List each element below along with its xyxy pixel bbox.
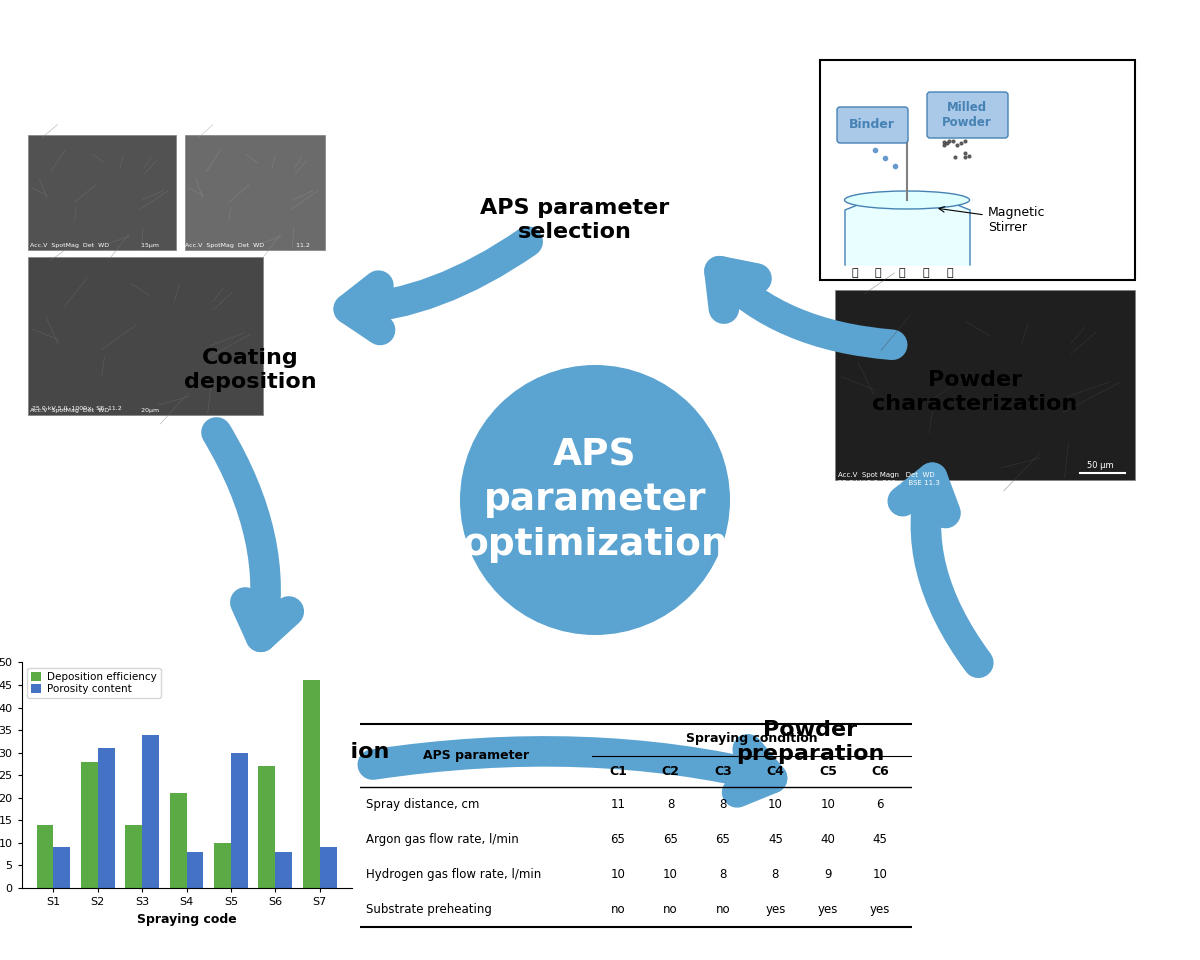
Bar bbox=[54, 848, 71, 888]
Text: Acc.V  Spot Magn   Det  WD: Acc.V Spot Magn Det WD bbox=[838, 472, 935, 478]
Text: C1: C1 bbox=[610, 765, 626, 779]
Bar bbox=[37, 825, 54, 888]
Circle shape bbox=[460, 365, 730, 635]
Text: 50 μm: 50 μm bbox=[1087, 461, 1114, 470]
Bar bbox=[169, 793, 187, 888]
Bar bbox=[125, 825, 143, 888]
Text: Substrate preheating: Substrate preheating bbox=[366, 903, 491, 916]
FancyBboxPatch shape bbox=[928, 92, 1008, 138]
X-axis label: Spraying code: Spraying code bbox=[137, 913, 236, 925]
Text: 25.0 kV 5.0  1000×  SE  11.2: 25.0 kV 5.0 1000× SE 11.2 bbox=[32, 406, 121, 411]
Text: C6: C6 bbox=[871, 765, 889, 779]
Text: 8: 8 bbox=[667, 799, 674, 811]
Text: Spray distance, cm: Spray distance, cm bbox=[366, 799, 479, 811]
Ellipse shape bbox=[845, 191, 970, 209]
Polygon shape bbox=[845, 200, 970, 265]
Bar bbox=[258, 766, 275, 888]
Text: parameter: parameter bbox=[484, 482, 707, 518]
Text: 25.0 kV 5.0  500×   BSE 11.3: 25.0 kV 5.0 500× BSE 11.3 bbox=[838, 480, 940, 486]
Bar bbox=[214, 843, 230, 888]
Bar bbox=[185, 135, 325, 250]
Text: Powder
preparation: Powder preparation bbox=[736, 720, 884, 763]
Text: Powder
characterization: Powder characterization bbox=[872, 371, 1078, 414]
Text: 45: 45 bbox=[872, 833, 888, 847]
Text: yes: yes bbox=[870, 903, 890, 916]
Text: 🔥: 🔥 bbox=[852, 268, 858, 278]
Text: 10: 10 bbox=[664, 868, 678, 881]
Text: APS parameter
selection: APS parameter selection bbox=[480, 199, 670, 242]
FancyArrowPatch shape bbox=[902, 478, 978, 662]
Text: Coating
caracterization: Coating caracterization bbox=[200, 718, 390, 761]
Text: 45: 45 bbox=[768, 833, 782, 847]
Text: C4: C4 bbox=[767, 765, 785, 779]
FancyArrowPatch shape bbox=[720, 271, 893, 345]
Text: Acc.V  SpotMag  Det  WD                20μm: Acc.V SpotMag Det WD 20μm bbox=[30, 408, 160, 413]
Text: 8: 8 bbox=[719, 868, 727, 881]
Text: C3: C3 bbox=[714, 765, 732, 779]
Text: no: no bbox=[715, 903, 731, 916]
Bar bbox=[319, 848, 336, 888]
Text: 🔥: 🔥 bbox=[899, 268, 905, 278]
Text: Spraying condition: Spraying condition bbox=[686, 732, 817, 745]
FancyArrowPatch shape bbox=[216, 432, 289, 636]
Bar bbox=[28, 135, 176, 250]
Text: Argon gas flow rate, l/min: Argon gas flow rate, l/min bbox=[366, 833, 518, 847]
Text: APS parameter: APS parameter bbox=[422, 750, 529, 762]
Bar bbox=[98, 748, 115, 888]
Bar bbox=[143, 734, 160, 888]
Text: no: no bbox=[611, 903, 625, 916]
FancyArrowPatch shape bbox=[349, 242, 528, 330]
Text: 40: 40 bbox=[821, 833, 835, 847]
Bar bbox=[187, 852, 204, 888]
Text: no: no bbox=[664, 903, 678, 916]
Text: Milled
Powder: Milled Powder bbox=[942, 101, 992, 129]
Text: 65: 65 bbox=[611, 833, 625, 847]
Legend: Deposition efficiency, Porosity content: Deposition efficiency, Porosity content bbox=[26, 667, 161, 698]
Text: 8: 8 bbox=[719, 799, 727, 811]
Text: yes: yes bbox=[766, 903, 786, 916]
Bar bbox=[275, 852, 293, 888]
Bar bbox=[835, 290, 1135, 480]
Text: C2: C2 bbox=[661, 765, 679, 779]
Text: yes: yes bbox=[817, 903, 838, 916]
Bar bbox=[28, 257, 263, 415]
Text: 65: 65 bbox=[715, 833, 731, 847]
Text: 🔥: 🔥 bbox=[923, 268, 929, 278]
Text: Acc.V  SpotMag  Det  WD                15μm: Acc.V SpotMag Det WD 15μm bbox=[30, 243, 158, 248]
FancyBboxPatch shape bbox=[820, 60, 1135, 280]
Text: 11: 11 bbox=[611, 799, 625, 811]
Bar bbox=[302, 681, 319, 888]
Text: Hydrogen gas flow rate, l/min: Hydrogen gas flow rate, l/min bbox=[366, 868, 541, 881]
Bar bbox=[230, 753, 248, 888]
Text: 10: 10 bbox=[611, 868, 625, 881]
Text: 8: 8 bbox=[772, 868, 779, 881]
Text: 🔥: 🔥 bbox=[875, 268, 881, 278]
Text: APS: APS bbox=[553, 437, 637, 473]
Text: 10: 10 bbox=[872, 868, 888, 881]
Text: Coating
deposition: Coating deposition bbox=[184, 348, 317, 392]
Text: 10: 10 bbox=[768, 799, 782, 811]
Text: 65: 65 bbox=[664, 833, 678, 847]
FancyArrowPatch shape bbox=[373, 749, 772, 792]
Text: Acc.V  SpotMag  Det  WD                11.2: Acc.V SpotMag Det WD 11.2 bbox=[185, 243, 310, 248]
Text: optimization: optimization bbox=[462, 527, 728, 563]
Text: 10: 10 bbox=[821, 799, 835, 811]
Text: 9: 9 bbox=[824, 868, 832, 881]
Text: C5: C5 bbox=[818, 765, 836, 779]
Text: Binder: Binder bbox=[850, 118, 895, 132]
Text: Magnetic
Stirrer: Magnetic Stirrer bbox=[988, 206, 1045, 234]
Text: 🔥: 🔥 bbox=[947, 268, 953, 278]
Bar bbox=[80, 761, 98, 888]
FancyBboxPatch shape bbox=[838, 107, 908, 143]
Text: 6: 6 bbox=[876, 799, 884, 811]
